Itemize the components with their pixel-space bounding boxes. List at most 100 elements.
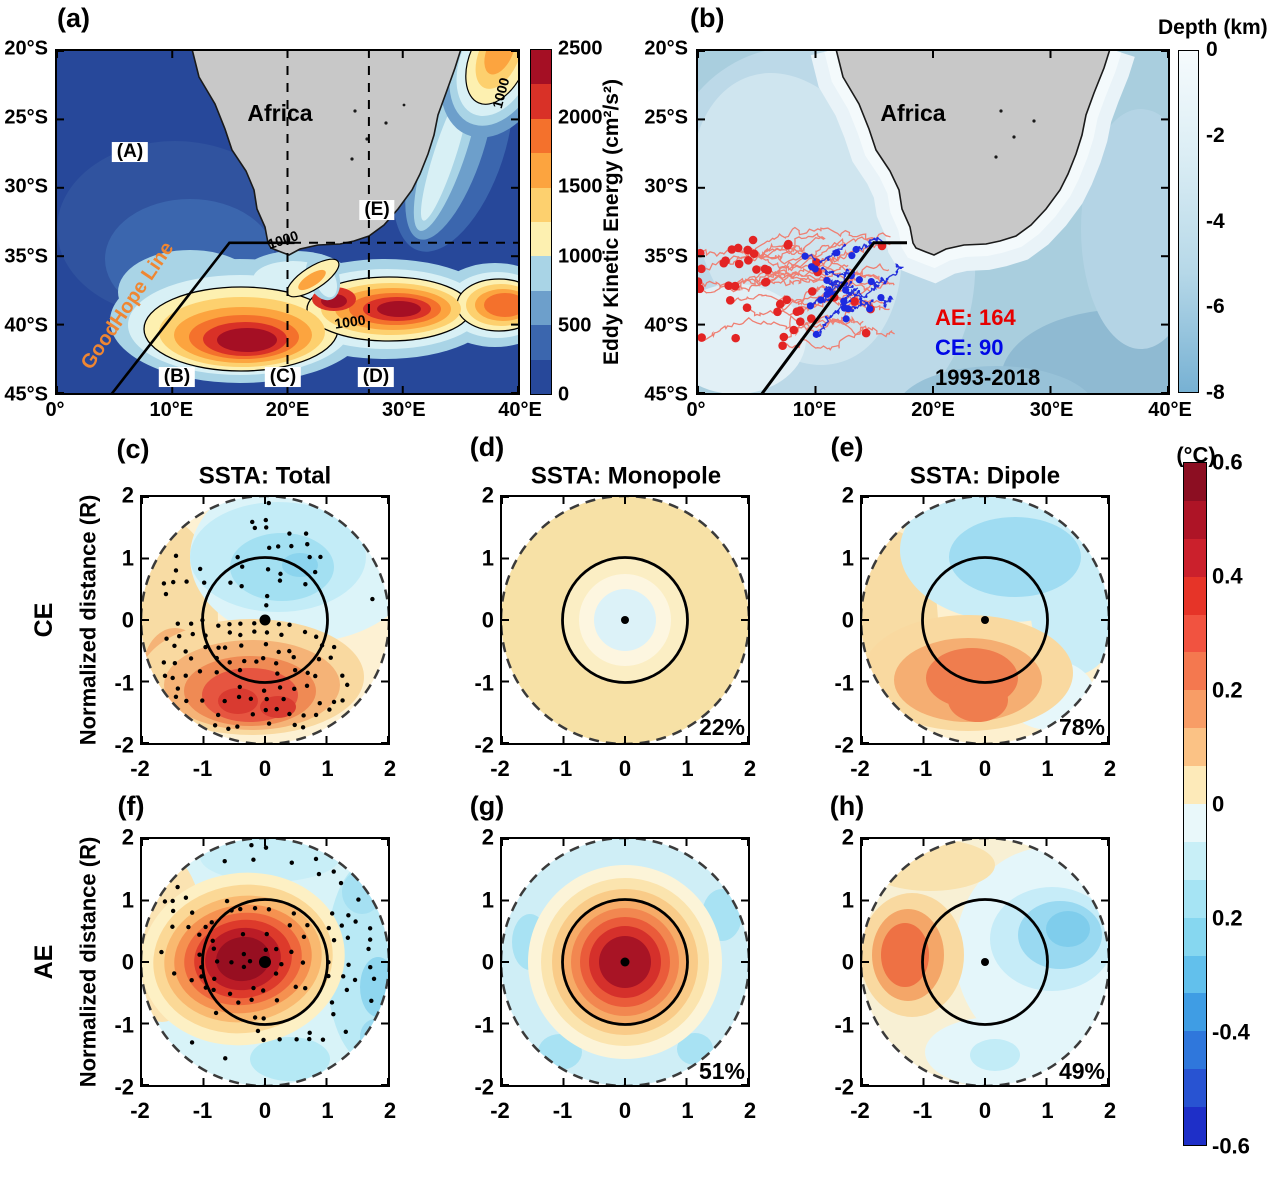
eddy-center-dot bbox=[621, 616, 629, 624]
tick-label: 0.2 bbox=[1212, 677, 1243, 703]
tick-label: -2 bbox=[850, 756, 870, 781]
colorbar-segment bbox=[531, 290, 551, 326]
percent-h: 49% bbox=[1058, 1057, 1105, 1084]
tick-label: 0° bbox=[45, 399, 65, 421]
tick-label: 0 bbox=[258, 1098, 272, 1123]
africa-label-b: Africa bbox=[880, 99, 946, 126]
tick-label: 0 bbox=[121, 607, 134, 633]
tick-label: 2 bbox=[743, 1098, 757, 1123]
tick-label: 2 bbox=[841, 824, 854, 850]
tick-label: -1 bbox=[834, 669, 854, 695]
colorbar-segment bbox=[1184, 614, 1206, 653]
tick-label: 1 bbox=[121, 544, 134, 570]
tick-label: 1 bbox=[481, 544, 494, 570]
tick-label: -1 bbox=[192, 756, 213, 781]
region-label-b: (B) bbox=[158, 367, 196, 387]
inner-circle bbox=[561, 556, 689, 684]
colorbar-segment bbox=[531, 50, 551, 85]
colorbar-segment bbox=[531, 325, 551, 360]
tick-label: 2 bbox=[743, 756, 757, 781]
tick-label: 0 bbox=[978, 756, 992, 781]
colorbar-segment bbox=[531, 256, 551, 291]
tick-label: 0 bbox=[481, 607, 494, 633]
tick-label: 0 bbox=[481, 949, 494, 975]
panel-h-tag: (h) bbox=[829, 790, 865, 821]
ssta-colorbar bbox=[1183, 462, 1207, 1146]
eddy-center-dot bbox=[620, 957, 630, 967]
eddy-center-dot bbox=[259, 956, 271, 968]
panel-c-ce-total bbox=[140, 495, 390, 745]
colorbar-segment bbox=[1184, 841, 1206, 880]
inner-circle bbox=[921, 556, 1049, 684]
tick-label: 2 bbox=[1103, 756, 1117, 781]
tick-label: 40°S bbox=[644, 314, 688, 337]
tick-label: 2 bbox=[1103, 1098, 1117, 1123]
inner-circle bbox=[201, 556, 329, 684]
axis-ticks bbox=[861, 496, 1109, 744]
colorbar-segment bbox=[1184, 728, 1206, 767]
tick-label: -1 bbox=[552, 756, 573, 781]
africa-label-a: Africa bbox=[247, 99, 313, 126]
title-ssta-monopole: SSTA: Monopole bbox=[530, 462, 722, 490]
percent-d: 22% bbox=[698, 713, 745, 740]
panel-d-ce-monopole bbox=[500, 495, 750, 745]
tick-label: 0.4 bbox=[1212, 563, 1243, 589]
region-label-d: (D) bbox=[357, 367, 395, 387]
tick-label: 30°S bbox=[4, 175, 48, 198]
tick-label: 1 bbox=[1041, 756, 1054, 781]
tick-label: 0 bbox=[841, 607, 854, 633]
tick-label: -2 bbox=[834, 732, 854, 758]
tick-label: -2 bbox=[850, 1098, 870, 1123]
tick-label: 0 bbox=[618, 1098, 632, 1123]
tick-label: 45°S bbox=[644, 383, 688, 406]
tick-label: -4 bbox=[1206, 209, 1225, 233]
region-label-a: (A) bbox=[111, 142, 149, 162]
tick-label: 20°E bbox=[911, 399, 955, 421]
tick-label: 20°E bbox=[265, 399, 310, 421]
tick-label: -1 bbox=[912, 756, 933, 781]
colorbar-segment bbox=[1184, 1069, 1206, 1108]
tick-label: 0 bbox=[1206, 37, 1218, 61]
tick-label: 35°S bbox=[644, 245, 688, 268]
colorbar-segment bbox=[531, 153, 551, 188]
tick-label: 0 bbox=[558, 383, 570, 406]
tick-label: -8 bbox=[1206, 380, 1225, 404]
tick-label: 30°S bbox=[644, 175, 688, 198]
tick-label: 0 bbox=[258, 756, 272, 781]
tick-label: -1 bbox=[474, 1011, 494, 1037]
tick-label: 0 bbox=[978, 1098, 992, 1123]
tick-label: 1000 bbox=[558, 245, 603, 268]
tick-label: -2 bbox=[474, 1074, 494, 1100]
tick-label: 2 bbox=[383, 1098, 397, 1123]
colorbar-segment bbox=[1184, 538, 1206, 577]
tick-label: 20°S bbox=[4, 37, 48, 60]
colorbar-segment bbox=[1184, 576, 1206, 615]
ae-count-label: AE: 164 bbox=[935, 305, 1016, 330]
percent-g: 51% bbox=[698, 1057, 745, 1084]
inner-circle bbox=[921, 898, 1049, 1026]
colorbar-segment bbox=[1184, 766, 1206, 805]
ce-count-label: CE: 90 bbox=[935, 335, 1004, 360]
tick-label: -1 bbox=[474, 669, 494, 695]
tick-label: -1 bbox=[114, 669, 134, 695]
tick-label: -0.6 bbox=[1212, 1133, 1250, 1159]
colorbar-segment bbox=[1184, 500, 1206, 539]
panel-h-ae-dipole bbox=[860, 837, 1110, 1087]
tick-label: 30°E bbox=[381, 399, 426, 421]
tick-label: 500 bbox=[558, 314, 592, 337]
panel-g-ae-monopole bbox=[500, 837, 750, 1087]
africa-landmass bbox=[835, 49, 1111, 256]
eke-colorbar bbox=[530, 49, 552, 395]
eke-band bbox=[110, 250, 520, 383]
tick-label: -2 bbox=[490, 756, 510, 781]
tick-label: 2 bbox=[383, 756, 397, 781]
colorbar-segment bbox=[531, 118, 551, 154]
colorbar-segment bbox=[1184, 804, 1206, 842]
tick-label: 1 bbox=[841, 544, 854, 570]
stippling bbox=[159, 843, 377, 1061]
panel-g-tag: (g) bbox=[469, 790, 505, 821]
panel-c-tag: (c) bbox=[116, 433, 150, 464]
tick-label: 40°E bbox=[1148, 399, 1192, 421]
axis-ticks bbox=[141, 496, 389, 744]
tick-label: -1 bbox=[114, 1011, 134, 1037]
